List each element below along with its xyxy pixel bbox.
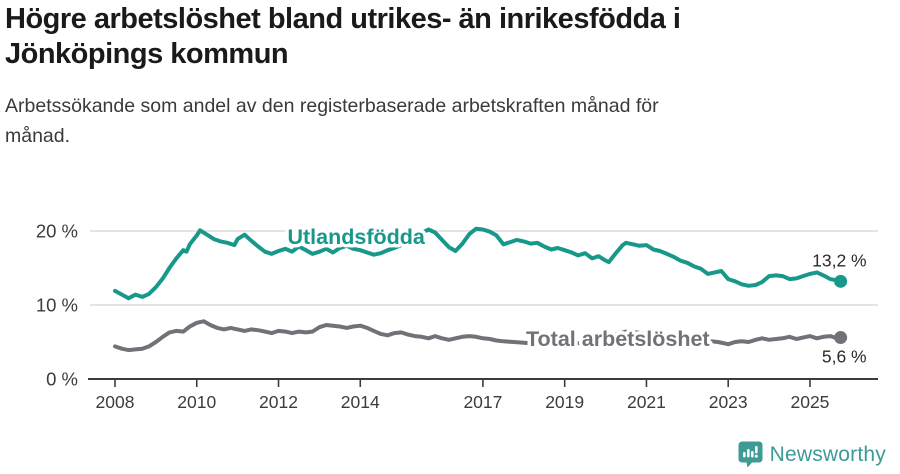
chart-subtitle: Arbetssökande som andel av den registerb… xyxy=(5,91,885,151)
subtitle-line-2: månad. xyxy=(5,124,71,147)
x-axis-tick-label: 2019 xyxy=(545,392,584,412)
series-end-dot xyxy=(834,331,848,345)
newsworthy-brand[interactable]: Newsworthy xyxy=(738,441,886,468)
x-axis-tick-label: 2017 xyxy=(463,392,502,412)
series-label: Total arbetslöshet xyxy=(526,327,710,351)
series-label: Utlandsfödda xyxy=(288,225,426,249)
x-axis-tick-label: 2021 xyxy=(627,392,666,412)
series-end-value-label: 5,6 % xyxy=(822,347,867,367)
x-axis-tick-label: 2023 xyxy=(709,392,748,412)
chart-header: Högre arbetslöshet bland utrikes- än inr… xyxy=(5,2,885,151)
y-axis-tick-label: 0 % xyxy=(46,369,78,390)
chart-svg: 0 % 10 % 20 % 2008 2010 2012 2014 2017 2019 2021 2… xyxy=(36,221,878,412)
title-line-1: Högre arbetslöshet bland utrikes- än inr… xyxy=(5,3,681,35)
series-line-total-arbetsl-shet xyxy=(113,319,843,353)
series-line-utlandsf-dda xyxy=(113,226,843,301)
x-axis-tick-label: 2012 xyxy=(259,392,298,412)
series-end-value-label: 13,2 % xyxy=(812,250,866,270)
brand-name: Newsworthy xyxy=(769,442,886,466)
y-axis-tick-label: 20 % xyxy=(36,221,78,242)
series-end-dot xyxy=(834,274,848,288)
x-axis-tick-label: 2014 xyxy=(341,392,380,412)
y-axis-tick-label: 10 % xyxy=(36,295,78,316)
x-axis-tick-label: 2025 xyxy=(790,392,829,412)
mini-bar-chart-glyph xyxy=(742,446,758,458)
title-line-2: Jönköpings kommun xyxy=(5,38,289,71)
x-axis-tick-label: 2010 xyxy=(177,392,216,412)
speech-bubble-shape xyxy=(738,441,763,468)
newsworthy-logo-icon xyxy=(738,441,763,468)
x-axis-tick-label: 2008 xyxy=(96,392,135,412)
page-title: Högre arbetslöshet bland utrikes- än inr… xyxy=(5,2,885,73)
line-chart: 0 % 10 % 20 % 2008 2010 2012 2014 2017 2019 2021 2… xyxy=(0,196,900,426)
subtitle-line-1: Arbetssökande som andel av den registerb… xyxy=(5,94,659,117)
